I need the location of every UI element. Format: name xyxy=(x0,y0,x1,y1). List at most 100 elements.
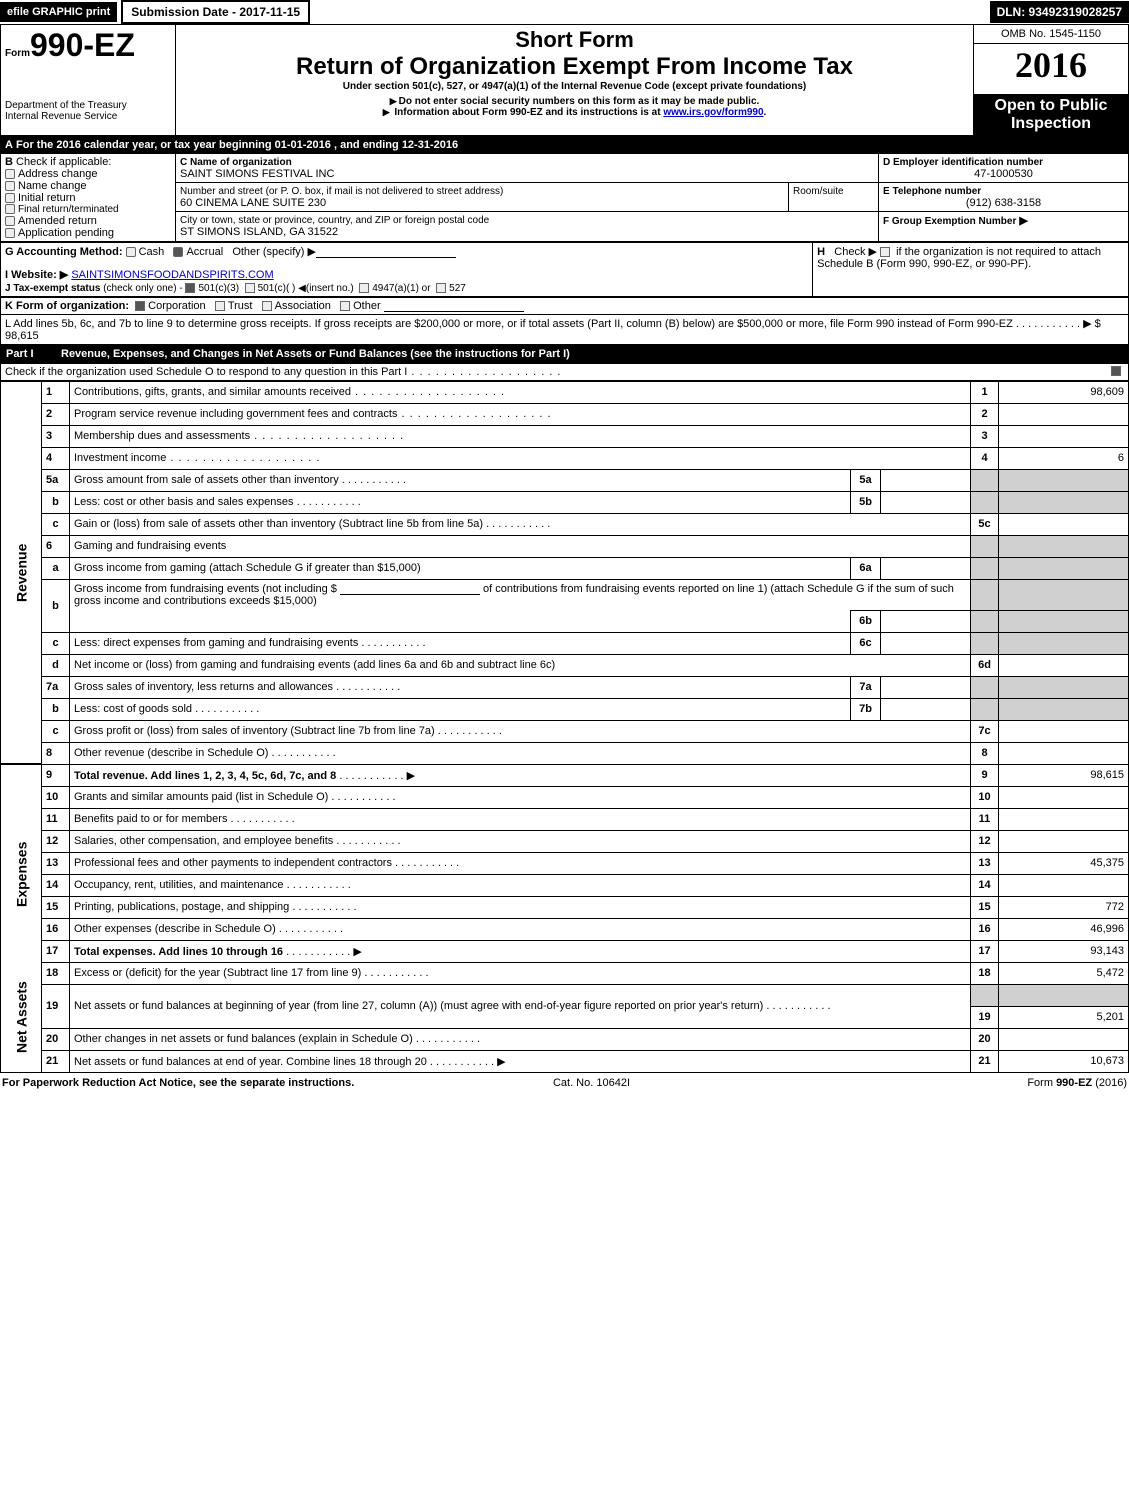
line-k-label: K Form of organization: xyxy=(5,300,129,312)
line-14-amount xyxy=(999,874,1129,896)
checkbox-name-change[interactable]: Name change xyxy=(5,180,171,192)
line-5c-text: Gain or (loss) from sale of assets other… xyxy=(74,518,550,530)
line-13-numcol: 13 xyxy=(971,852,999,874)
line-7b-box-value xyxy=(881,698,971,720)
line-18-num: 18 xyxy=(42,962,70,984)
line-6b-num: b xyxy=(42,579,70,632)
line-8-text: Other revenue (describe in Schedule O) xyxy=(74,747,336,759)
other-org-field[interactable] xyxy=(384,300,524,312)
insert-no-label: ◀(insert no.) xyxy=(298,283,353,294)
line-20-text: Other changes in net assets or fund bala… xyxy=(74,1033,480,1045)
efile-print-button[interactable]: efile GRAPHIC print xyxy=(0,2,117,22)
line-6-text: Gaming and fundraising events xyxy=(74,540,226,552)
line-11-text: Benefits paid to or for members xyxy=(74,813,295,825)
line-7b-num: b xyxy=(42,698,70,720)
checkbox-501c3[interactable] xyxy=(185,283,195,293)
street-label: Number and street (or P. O. box, if mail… xyxy=(180,186,503,197)
website-link[interactable]: SAINTSIMONSFOODANDSPIRITS.COM xyxy=(71,269,273,281)
line-i-label: I Website: ▶ xyxy=(5,269,68,281)
line-6c-num: c xyxy=(42,632,70,654)
street-value: 60 CINEMA LANE SUITE 230 xyxy=(180,197,326,209)
irs-form990-link[interactable]: www.irs.gov/form990 xyxy=(663,107,763,118)
line-5a-box-value xyxy=(881,469,971,491)
checkbox-address-change[interactable]: Address change xyxy=(5,168,171,180)
checkbox-501c[interactable] xyxy=(245,283,255,293)
line-7a-text: Gross sales of inventory, less returns a… xyxy=(74,681,400,693)
checkbox-initial-return[interactable]: Initial return xyxy=(5,192,171,204)
line-7b-box-label: 7b xyxy=(851,698,881,720)
radio-accrual[interactable] xyxy=(173,247,183,257)
line-21-amount: 10,673 xyxy=(999,1050,1129,1072)
line-5a-text: Gross amount from sale of assets other t… xyxy=(74,474,406,486)
part-1-desc: Revenue, Expenses, and Changes in Net As… xyxy=(61,348,570,360)
cb-label-name: Name change xyxy=(18,180,87,192)
line-21-num: 21 xyxy=(42,1050,70,1072)
cb-label-initial: Initial return xyxy=(18,192,75,204)
527-label: 527 xyxy=(449,283,466,294)
dln-box: DLN: 93492319028257 xyxy=(990,1,1129,23)
line-5b-num: b xyxy=(42,491,70,513)
line-4-numcol: 4 xyxy=(971,447,999,469)
line-6d-text: Net income or (loss) from gaming and fun… xyxy=(74,659,555,671)
line-10-num: 10 xyxy=(42,786,70,808)
line-11-amount xyxy=(999,808,1129,830)
paperwork-notice: For Paperwork Reduction Act Notice, see … xyxy=(2,1077,354,1089)
line-6a-text: Gross income from gaming (attach Schedul… xyxy=(74,562,421,574)
line-7c-num: c xyxy=(42,720,70,742)
checkbox-schedule-o[interactable] xyxy=(1111,366,1121,376)
checkbox-other-org[interactable] xyxy=(340,301,350,311)
cat-no: Cat. No. 10642I xyxy=(553,1077,630,1089)
line-4-text: Investment income xyxy=(74,452,320,464)
checkbox-corporation[interactable] xyxy=(135,301,145,311)
line-18-text: Excess or (deficit) for the year (Subtra… xyxy=(74,967,429,979)
line-2-text: Program service revenue including govern… xyxy=(74,408,552,420)
part-1-header: Part I Revenue, Expenses, and Changes in… xyxy=(0,345,1129,363)
checkbox-527[interactable] xyxy=(436,283,446,293)
line-6b-blank[interactable] xyxy=(340,583,480,595)
line-6d-numcol: 6d xyxy=(971,654,999,676)
line-19-text: Net assets or fund balances at beginning… xyxy=(74,1000,831,1012)
line-1-amount: 98,609 xyxy=(999,381,1129,403)
accrual-label: Accrual xyxy=(186,246,223,258)
line-9-amount: 98,615 xyxy=(999,764,1129,786)
irs-label: Internal Revenue Service xyxy=(5,111,171,122)
line-5c-num: c xyxy=(42,513,70,535)
open-to-public: Open to Public Inspection xyxy=(974,94,1129,135)
gh-section: G Accounting Method: Cash Accrual Other … xyxy=(0,242,1129,297)
line-6c-box-label: 6c xyxy=(851,632,881,654)
line-6a-num: a xyxy=(42,557,70,579)
line-8-numcol: 8 xyxy=(971,742,999,764)
checkbox-4947[interactable] xyxy=(359,283,369,293)
cb-label-pending: Application pending xyxy=(18,227,114,239)
line-15-amount: 772 xyxy=(999,896,1129,918)
line-6d-num: d xyxy=(42,654,70,676)
cb-label-final: Final return/terminated xyxy=(18,204,119,215)
page-footer: For Paperwork Reduction Act Notice, see … xyxy=(0,1073,1129,1093)
line-b-text: Check if applicable: xyxy=(16,156,111,168)
line-7c-numcol: 7c xyxy=(971,720,999,742)
checkbox-schedule-b[interactable] xyxy=(880,247,890,257)
other-specify-field[interactable] xyxy=(316,246,456,258)
line-8-num: 8 xyxy=(42,742,70,764)
submission-date-box: Submission Date - 2017-11-15 xyxy=(121,0,310,24)
line-16-numcol: 16 xyxy=(971,918,999,940)
line-4-amount: 6 xyxy=(999,447,1129,469)
line-j-text: (check only one) - xyxy=(103,283,182,294)
line-20-num: 20 xyxy=(42,1028,70,1050)
netassets-side-label: Net Assets xyxy=(1,962,42,1072)
line-21-text: Net assets or fund balances at end of ye… xyxy=(74,1056,427,1068)
radio-cash[interactable] xyxy=(126,247,136,257)
line-6a-box-value xyxy=(881,557,971,579)
checkbox-application-pending[interactable]: Application pending xyxy=(5,227,171,239)
dept-treasury: Department of the Treasury xyxy=(5,100,171,111)
line-17-numcol: 17 xyxy=(971,940,999,962)
line-16-amount: 46,996 xyxy=(999,918,1129,940)
ein-value: 47-1000530 xyxy=(883,168,1124,180)
checkbox-final-return[interactable]: Final return/terminated xyxy=(5,204,171,215)
checkbox-trust[interactable] xyxy=(215,301,225,311)
assoc-label: Association xyxy=(275,300,331,312)
bullet-2: Information about Form 990-EZ and its in… xyxy=(383,107,767,118)
cb-label-amended: Amended return xyxy=(18,215,97,227)
checkbox-association[interactable] xyxy=(262,301,272,311)
checkbox-amended-return[interactable]: Amended return xyxy=(5,215,171,227)
